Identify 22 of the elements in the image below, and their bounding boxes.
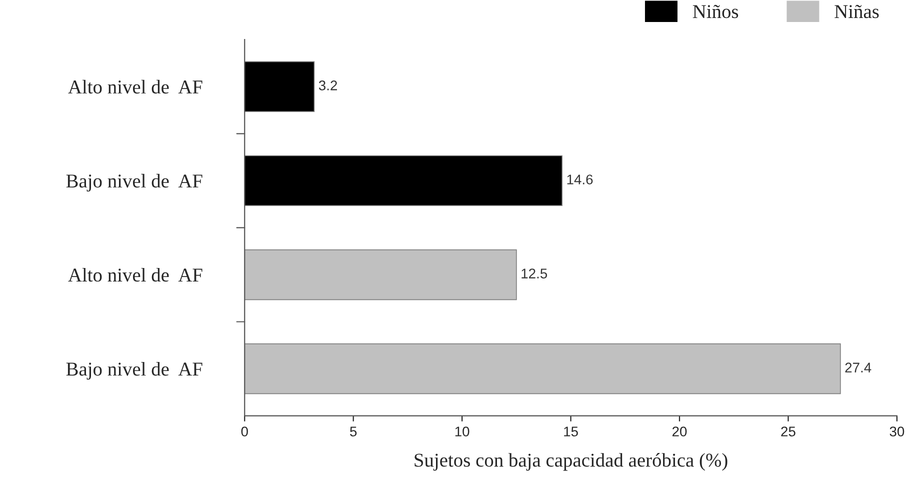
y-tick-label: Alto nivel de AF bbox=[68, 80, 202, 94]
x-tick-label: 5 bbox=[350, 426, 357, 436]
x-tick-label: 25 bbox=[781, 426, 796, 436]
bar bbox=[244, 249, 517, 300]
data-label: 27.4 bbox=[845, 362, 872, 372]
bar bbox=[244, 155, 562, 206]
x-axis-title: Sujetos con baja capacidad aeróbica (%) bbox=[414, 453, 728, 471]
y-tick-label: Bajo nivel de AF bbox=[66, 174, 202, 192]
data-label: 14.6 bbox=[567, 174, 593, 184]
legend-label: Niñas bbox=[834, 4, 879, 18]
bar bbox=[244, 343, 841, 394]
y-tick-label: Alto nivel de AF bbox=[68, 268, 202, 282]
legend-label: Niños bbox=[692, 4, 738, 18]
x-tick-label: 0 bbox=[241, 426, 248, 436]
x-tick-label: 15 bbox=[564, 426, 578, 436]
y-tick-label: Bajo nivel de AF bbox=[66, 362, 202, 380]
bar bbox=[244, 61, 315, 112]
x-tick-label: 10 bbox=[455, 426, 470, 436]
data-label: 12.5 bbox=[522, 268, 548, 278]
data-label: 3.2 bbox=[318, 80, 337, 90]
x-tick-label: 20 bbox=[672, 426, 687, 436]
x-tick-label: 30 bbox=[890, 426, 904, 436]
